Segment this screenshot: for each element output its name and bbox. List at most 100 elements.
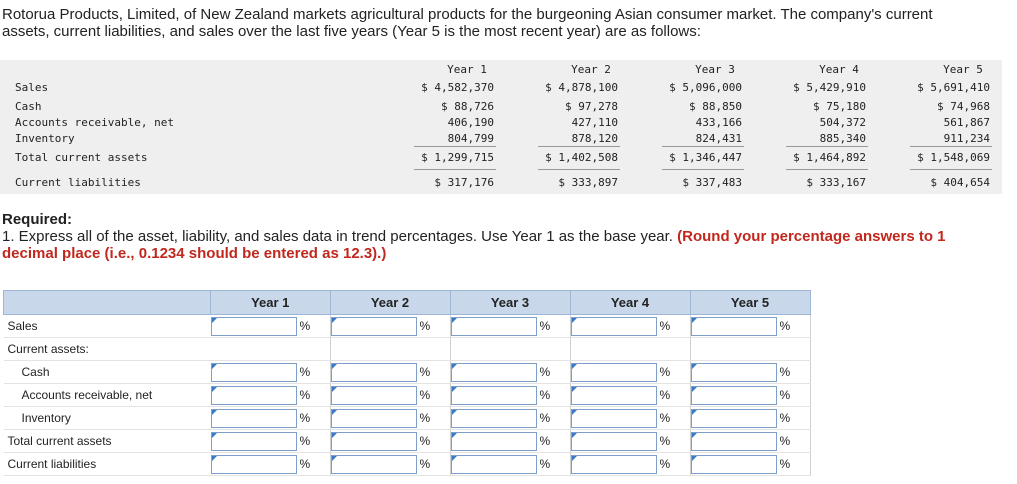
cell-value: $ 1,464,892 [793, 151, 866, 164]
input-cell [690, 337, 778, 361]
answer-input[interactable] [450, 408, 537, 428]
percent-unit: % [659, 457, 671, 471]
answer-input[interactable] [210, 362, 297, 382]
unit-cell: % [777, 429, 811, 453]
answer-input[interactable] [690, 408, 777, 428]
percent-unit: % [419, 434, 431, 448]
total-underline [786, 169, 868, 170]
answer-input[interactable] [570, 385, 657, 405]
row-label: Current assets: [3, 337, 211, 361]
answer-input[interactable] [210, 316, 297, 336]
cell-value: 433,166 [695, 116, 742, 129]
unit-cell [417, 337, 451, 361]
unit-cell [777, 337, 811, 361]
input-marker [331, 318, 337, 323]
input-marker [211, 364, 217, 369]
unit-cell: % [537, 429, 571, 453]
input-marker [211, 318, 217, 323]
answer-input[interactable] [690, 454, 777, 474]
unit-cell: % [417, 452, 451, 476]
required-note: (Round your percentage answers to 1 deci… [2, 228, 946, 262]
answer-input[interactable] [570, 362, 657, 382]
input-cell [690, 360, 778, 384]
row-label: Total current assets [15, 151, 148, 164]
answer-input[interactable] [570, 408, 657, 428]
input-marker [451, 364, 457, 369]
unit-cell: % [657, 383, 691, 407]
answer-input[interactable] [450, 454, 537, 474]
answer-input[interactable] [450, 362, 537, 382]
cell-value: $ 1,299,715 [421, 151, 494, 164]
answer-row: Current liabilities%%%%% [3, 452, 811, 476]
cell-value: $ 333,897 [558, 176, 618, 189]
unit-cell: % [657, 314, 691, 338]
unit-cell: % [297, 383, 331, 407]
answer-input[interactable] [330, 408, 417, 428]
answer-row: Current assets: [3, 337, 811, 361]
answer-row: Accounts receivable, net%%%%% [3, 383, 811, 407]
percent-unit: % [659, 365, 671, 379]
answer-input[interactable] [210, 408, 297, 428]
cell-value: $ 1,402,508 [545, 151, 618, 164]
percent-unit: % [779, 365, 791, 379]
input-marker [691, 364, 697, 369]
row-label: Cash [3, 360, 211, 384]
percent-unit: % [659, 388, 671, 402]
input-cell [210, 406, 298, 430]
row-label: Accounts receivable, net [3, 383, 211, 407]
row-label: Cash [15, 100, 42, 113]
input-cell [690, 314, 778, 338]
unit-cell [537, 337, 571, 361]
answer-input[interactable] [330, 454, 417, 474]
answer-input[interactable] [690, 431, 777, 451]
answer-input[interactable] [330, 431, 417, 451]
column-header: Year 3 [449, 290, 571, 315]
answer-table: Year 1 Year 2 Year 3 Year 4 Year 5 Sales%%%%%… [3, 290, 811, 476]
percent-unit: % [299, 411, 311, 425]
input-cell [450, 337, 538, 361]
answer-input[interactable] [210, 431, 297, 451]
answer-input[interactable] [330, 362, 417, 382]
answer-input[interactable] [690, 385, 777, 405]
total-underline [662, 169, 744, 170]
cell-value: $ 97,278 [565, 100, 618, 113]
cell-value: 406,190 [447, 116, 494, 129]
answer-input[interactable] [330, 316, 417, 336]
percent-unit: % [779, 457, 791, 471]
answer-row: Cash%%%%% [3, 360, 811, 384]
input-marker [211, 410, 217, 415]
cell-value: $ 75,180 [813, 100, 866, 113]
percent-unit: % [539, 434, 551, 448]
answer-input[interactable] [210, 385, 297, 405]
unit-cell: % [417, 429, 451, 453]
input-marker [571, 456, 577, 461]
column-header: Year 4 [569, 290, 691, 315]
required-text: 1. Express all of the asset, liability, … [2, 228, 673, 245]
unit-cell: % [537, 406, 571, 430]
answer-input[interactable] [690, 362, 777, 382]
answer-input[interactable] [570, 431, 657, 451]
percent-unit: % [539, 319, 551, 333]
cell-value: $ 5,096,000 [669, 81, 742, 94]
sub-underline [662, 146, 744, 147]
answer-input[interactable] [210, 454, 297, 474]
answer-input[interactable] [330, 385, 417, 405]
answer-input[interactable] [450, 431, 537, 451]
input-marker [331, 456, 337, 461]
cell-value: 911,234 [943, 132, 990, 145]
answer-input[interactable] [450, 316, 537, 336]
answer-input[interactable] [570, 316, 657, 336]
cell-value: $ 4,878,100 [545, 81, 618, 94]
input-marker [571, 433, 577, 438]
cell-value: $ 317,176 [434, 176, 494, 189]
percent-unit: % [419, 388, 431, 402]
total-underline [414, 169, 496, 170]
input-cell [690, 452, 778, 476]
input-cell [450, 360, 538, 384]
answer-input[interactable] [690, 316, 777, 336]
input-cell [330, 360, 418, 384]
answer-input[interactable] [450, 385, 537, 405]
answer-input[interactable] [570, 454, 657, 474]
input-cell [450, 406, 538, 430]
sub-underline [538, 146, 620, 147]
